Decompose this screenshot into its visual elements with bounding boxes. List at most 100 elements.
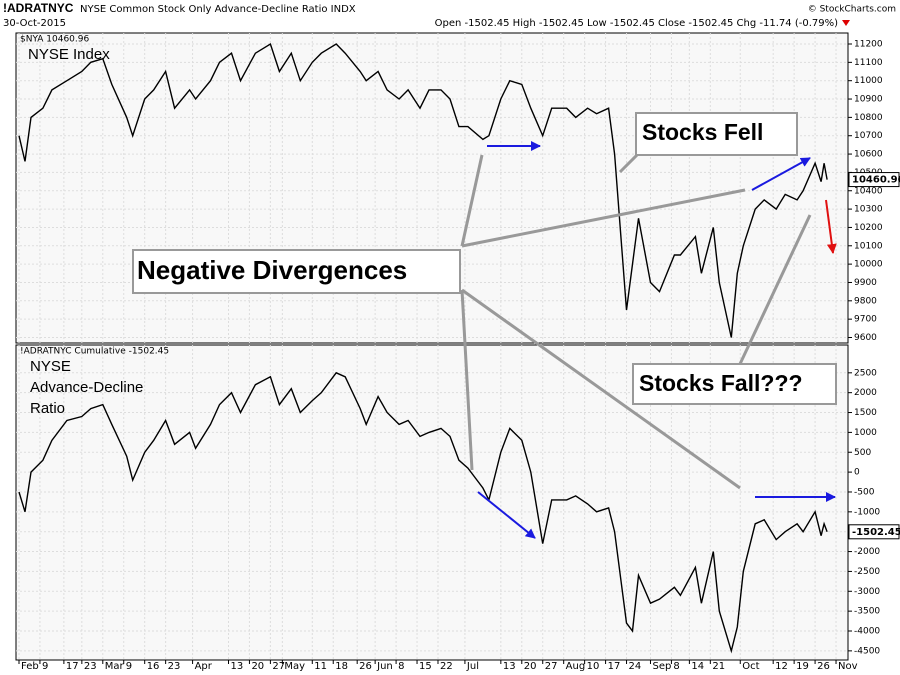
y-tick-label: 1000 (854, 428, 877, 438)
fall-callout (738, 214, 812, 365)
y-tick-label: 10600 (854, 150, 883, 160)
x-tick-label: 18 (335, 661, 348, 672)
fell-box (635, 112, 798, 156)
x-tick-label: 14 (691, 661, 704, 672)
annotations: Negative Divergences Stocks Fell Stocks … (132, 112, 837, 539)
x-tick-label: 24 (629, 661, 642, 672)
down-arrow-icon (842, 20, 850, 26)
x-tick-label: 12 (775, 661, 788, 672)
fall-label: Stocks Fall??? (639, 370, 803, 396)
x-tick-label: Oct (742, 661, 759, 672)
x-tick-label: Feb (21, 661, 39, 672)
quote: Open -1502.45 High -1502.45 Low -1502.45… (435, 18, 838, 29)
x-tick-label: 8 (673, 661, 679, 672)
x-tick-label: 26 (817, 661, 830, 672)
x-tick-label: 8 (398, 661, 404, 672)
divergence-arrows (477, 141, 836, 539)
divergence-label: Negative Divergences (137, 255, 407, 285)
x-tick-label: Sep (652, 661, 671, 672)
price-line (18, 371, 828, 654)
x-tick-label: Jul (466, 661, 479, 672)
panel-title: Advance-Decline (30, 379, 143, 396)
chart-date: 30-Oct-2015 (3, 18, 66, 29)
x-tick-label: 9 (126, 661, 132, 672)
y-tick-label: 10000 (854, 260, 883, 270)
x-tick-label: 23 (168, 661, 181, 672)
arrow (751, 157, 811, 191)
x-tick-label: 17 (66, 661, 79, 672)
x-tick-label: 27 (272, 661, 285, 672)
y-tick-label: -4500 (854, 646, 880, 656)
last-value-tag (848, 172, 900, 188)
x-tick-label: Mar (105, 661, 125, 672)
panel-title: Ratio (30, 400, 65, 417)
plot-area: 9600970098009900100001010010200103001040… (15, 32, 900, 672)
y-tick-label: 11200 (854, 40, 883, 50)
x-tick-label: 13 (230, 661, 243, 672)
y-tick-label: 2000 (854, 388, 877, 398)
panel-legend: $NYA 10460.96 (20, 35, 89, 45)
y-tick-label: -2500 (854, 567, 880, 577)
fell-label: Stocks Fell (642, 119, 763, 145)
x-tick-label: 15 (419, 661, 432, 672)
fall-arrow (825, 199, 837, 254)
x-tick-label: 20 (251, 661, 264, 672)
x-tick-label: 20 (524, 661, 537, 672)
x-tick-label: 26 (359, 661, 372, 672)
last-value-label: -1502.45 (852, 527, 900, 538)
description: NYSE Common Stock Only Advance-Decline R… (80, 4, 356, 15)
x-tick-label: 27 (545, 661, 558, 672)
divergence-box (132, 249, 461, 294)
y-tick-label: -500 (854, 487, 875, 497)
y-tick-label: 9900 (854, 278, 877, 288)
source: © StockCharts.com (808, 5, 896, 15)
x-tick-label: 11 (314, 661, 327, 672)
panel-title: NYSE Index (28, 46, 110, 63)
y-tick-label: 10300 (854, 205, 883, 215)
y-tick-label: 11100 (854, 58, 883, 68)
y-tick-label: 10200 (854, 223, 883, 233)
x-tick-label: 23 (84, 661, 97, 672)
x-tick-label: 17 (608, 661, 621, 672)
x-tick-label: Jun (376, 661, 393, 672)
x-tick-label: 21 (712, 661, 725, 672)
y-tick-label: 10100 (854, 241, 883, 251)
panel-legend: !ADRATNYC Cumulative -1502.45 (20, 347, 169, 357)
divergence-callout (460, 154, 746, 490)
y-tick-label: -2000 (854, 547, 880, 557)
y-tick-label: 10700 (854, 131, 883, 141)
y-tick-label: 0 (854, 468, 860, 478)
fall-box (632, 363, 837, 405)
last-value-tag (848, 524, 900, 540)
y-tick-label: 10400 (854, 186, 883, 196)
x-tick-label: 9 (42, 661, 48, 672)
y-tick-label: 10900 (854, 95, 883, 105)
symbol: !ADRATNYC (3, 1, 74, 15)
y-tick-label: -3500 (854, 607, 880, 617)
y-tick-label: 9700 (854, 315, 877, 325)
x-tick-label: May (284, 661, 305, 672)
y-tick-label: -3000 (854, 587, 880, 597)
y-tick-label: 9800 (854, 296, 877, 306)
y-tick-label: -1000 (854, 507, 880, 517)
y-tick-label: 2500 (854, 368, 877, 378)
x-tick-label: 13 (503, 661, 516, 672)
y-tick-label: 1500 (854, 408, 877, 418)
y-tick-label: 10800 (854, 113, 883, 123)
x-tick-label: Nov (838, 661, 858, 672)
arrow (477, 491, 536, 539)
y-tick-label: 500 (854, 448, 871, 458)
x-tick-label: Apr (195, 661, 213, 672)
panel-frame (15, 32, 849, 344)
x-tick-label: 16 (147, 661, 160, 672)
x-tick-label: 19 (796, 661, 809, 672)
panel-title: NYSE (30, 358, 71, 375)
price-line (18, 42, 828, 338)
y-tick-label: 11000 (854, 76, 883, 86)
x-tick-label: 22 (440, 661, 453, 672)
y-tick-label: -4000 (854, 627, 880, 637)
y-tick-label: 9600 (854, 333, 877, 343)
last-value-label: 10460.96 (852, 175, 900, 186)
